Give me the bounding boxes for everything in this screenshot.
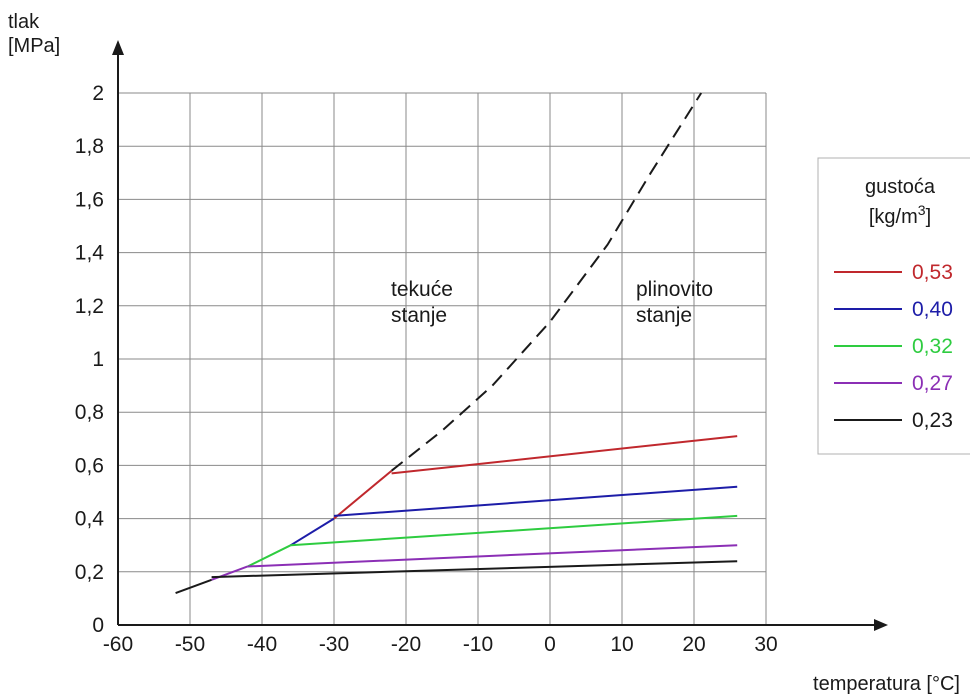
x-axis-label: temperatura [°C] xyxy=(813,673,960,695)
legend-title-line2: [kg/m3] xyxy=(869,202,931,228)
y-tick-label: 0,6 xyxy=(75,454,104,477)
axes xyxy=(112,40,888,631)
gas-label-line2: stanje xyxy=(636,304,692,327)
y-tick-label: 0 xyxy=(92,614,104,637)
saturation-curve-solid-segment xyxy=(290,517,335,547)
x-tick-label: 30 xyxy=(754,633,777,656)
legend: gustoća [kg/m3] 0,53 0,40 0,32 0,27 0,23 xyxy=(817,157,970,455)
series-line-0-32 xyxy=(290,514,738,547)
x-tick-label: -50 xyxy=(175,633,205,656)
x-tick-label: 10 xyxy=(610,633,633,656)
x-tick-labels: -60 -50 -40 -30 -20 -10 0 10 20 30 xyxy=(103,633,778,656)
liquid-label-line1: tekuće xyxy=(391,278,453,301)
x-tick-label: -10 xyxy=(463,633,493,656)
saturation-curve-solid-segment xyxy=(333,469,393,520)
y-tick-label: 0,8 xyxy=(75,401,104,424)
y-tick-label: 1 xyxy=(92,348,104,371)
grid xyxy=(118,92,767,625)
y-tick-label: 1,4 xyxy=(75,242,105,265)
y-tick-label: 2 xyxy=(92,82,104,105)
legend-label: 0,27 xyxy=(912,372,953,395)
liquid-label-line2: stanje xyxy=(391,304,447,327)
y-axis-label-line1: tlak xyxy=(8,11,40,33)
legend-label: 0,40 xyxy=(912,298,953,321)
y-tick-label: 1,6 xyxy=(75,188,104,211)
x-tick-label: -60 xyxy=(103,633,133,656)
series-line-0-40 xyxy=(333,485,738,517)
series-line-0-53 xyxy=(391,435,738,475)
y-tick-label: 1,2 xyxy=(75,295,104,318)
legend-title-line1: gustoća xyxy=(865,176,936,198)
x-tick-label: -20 xyxy=(391,633,421,656)
y-axis-arrow xyxy=(112,40,124,55)
y-tick-labels: 0 0,2 0,4 0,6 0,8 1 1,2 1,4 1,6 1,8 2 xyxy=(75,82,105,637)
y-tick-label: 0,4 xyxy=(75,508,105,531)
x-axis-arrow xyxy=(874,619,888,631)
series-line-0-27 xyxy=(247,544,738,568)
x-tick-label: 0 xyxy=(544,633,556,656)
x-tick-label: -40 xyxy=(247,633,277,656)
saturation-curve-solid-segment xyxy=(175,578,212,595)
saturation-curve-dashed xyxy=(390,92,703,472)
x-tick-label: -30 xyxy=(319,633,349,656)
legend-label: 0,53 xyxy=(912,261,953,284)
curves xyxy=(175,92,738,595)
region-labels: tekuće stanje plinovito stanje xyxy=(391,278,713,327)
gas-label-line1: plinovito xyxy=(636,278,713,301)
x-tick-label: 20 xyxy=(682,633,705,656)
y-tick-label: 0,2 xyxy=(75,561,104,584)
legend-box xyxy=(817,157,970,455)
y-axis-label-line2: [MPa] xyxy=(8,35,60,57)
legend-items: 0,53 0,40 0,32 0,27 0,23 xyxy=(834,261,953,432)
saturation-curve-solid-segment xyxy=(247,544,292,568)
legend-label: 0,23 xyxy=(912,409,953,432)
y-tick-label: 1,8 xyxy=(75,135,104,158)
series-line-0-23 xyxy=(211,560,738,579)
legend-label: 0,32 xyxy=(912,335,953,358)
